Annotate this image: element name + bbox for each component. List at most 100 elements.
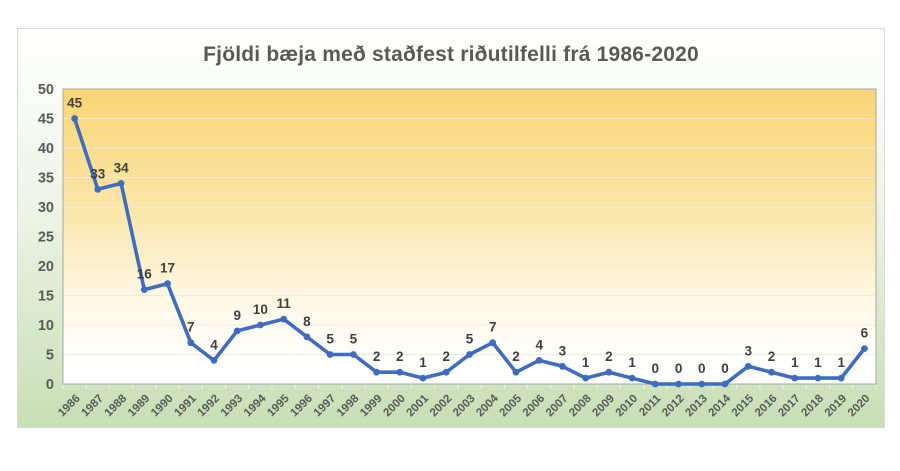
data-label: 33 bbox=[90, 166, 106, 181]
data-point-marker bbox=[210, 357, 218, 364]
y-axis-tick-label: 10 bbox=[38, 318, 54, 334]
x-axis-tick-label: 1991 bbox=[172, 392, 199, 419]
data-point-marker bbox=[419, 374, 427, 382]
x-axis-tick-label: 1987 bbox=[79, 393, 106, 420]
data-point-marker bbox=[257, 321, 264, 329]
y-axis-tick-label: 25 bbox=[38, 230, 54, 246]
x-axis-tick-label: 1998 bbox=[335, 392, 362, 419]
data-point-marker bbox=[373, 368, 380, 376]
data-label: 2 bbox=[768, 349, 776, 364]
data-point-marker bbox=[605, 368, 613, 376]
data-point-marker bbox=[326, 351, 334, 358]
data-label: 3 bbox=[559, 343, 567, 358]
data-label: 0 bbox=[721, 361, 729, 376]
data-point-marker bbox=[280, 315, 288, 323]
data-label: 0 bbox=[675, 361, 683, 376]
x-axis-tick-label: 1993 bbox=[219, 393, 246, 420]
plot-border bbox=[62, 88, 877, 385]
chart-title: Fjöldi bæja með staðfest riðutilfelli fr… bbox=[203, 43, 699, 66]
data-label: 45 bbox=[67, 96, 83, 111]
y-axis-labels: 0 5 10 15 20 25 30 35 40 45 50 bbox=[38, 82, 54, 393]
y-axis-tick-label: 45 bbox=[38, 112, 54, 128]
y-axis-tick-label: 5 bbox=[46, 348, 54, 364]
x-axis-tick-label: 2015 bbox=[730, 392, 757, 419]
x-axis-tick-label: 2008 bbox=[567, 392, 594, 419]
x-axis-ticks bbox=[62, 385, 877, 389]
data-label: 16 bbox=[137, 267, 153, 282]
data-label: 11 bbox=[277, 296, 292, 311]
x-axis-tick-label: 2014 bbox=[707, 392, 734, 419]
data-point-marker bbox=[396, 368, 404, 376]
x-axis-tick-label: 2010 bbox=[614, 393, 641, 420]
data-label: 4 bbox=[535, 337, 543, 352]
data-label: 4 bbox=[210, 337, 218, 352]
data-label: 7 bbox=[489, 320, 497, 335]
data-label: 5 bbox=[350, 332, 358, 347]
data-point-markers bbox=[71, 115, 868, 388]
data-point-marker bbox=[744, 362, 752, 370]
x-axis-tick-label: 1990 bbox=[149, 393, 176, 420]
data-point-marker bbox=[512, 368, 520, 376]
data-point-marker bbox=[489, 339, 497, 347]
x-axis-tick-label: 2000 bbox=[381, 393, 408, 420]
y-axis-tick-label: 15 bbox=[38, 289, 54, 305]
data-label: 1 bbox=[419, 355, 427, 370]
data-point-marker bbox=[164, 280, 171, 288]
data-label: 1 bbox=[837, 355, 845, 370]
y-axis-tick-label: 35 bbox=[38, 171, 54, 187]
data-point-marker bbox=[651, 380, 659, 388]
y-axis-tick-label: 40 bbox=[38, 141, 54, 157]
data-point-marker bbox=[466, 351, 473, 358]
x-axis-tick-label: 2001 bbox=[405, 392, 432, 419]
data-point-marker bbox=[582, 374, 589, 382]
y-axis-tick-label: 20 bbox=[38, 259, 54, 275]
data-point-marker bbox=[303, 333, 311, 341]
data-point-marker bbox=[791, 374, 799, 382]
x-axis-tick-label: 2011 bbox=[637, 392, 664, 419]
data-label: 34 bbox=[114, 160, 130, 175]
x-axis-tick-label: 1989 bbox=[126, 393, 153, 420]
x-axis-tick-label: 2016 bbox=[753, 393, 780, 420]
data-label: 2 bbox=[512, 349, 520, 364]
x-axis-tick-label: 1999 bbox=[358, 393, 385, 420]
x-axis-tick-label: 2009 bbox=[590, 393, 617, 420]
y-axis-tick-label: 0 bbox=[46, 377, 54, 393]
data-label: 3 bbox=[744, 343, 752, 358]
data-point-marker bbox=[94, 185, 102, 193]
x-axis-tick-label: 2013 bbox=[683, 393, 710, 420]
data-label: 7 bbox=[187, 320, 195, 335]
x-axis-tick-label: 2018 bbox=[799, 392, 826, 419]
data-label: 8 bbox=[303, 314, 311, 329]
data-label: 17 bbox=[160, 261, 175, 276]
chart-frame: 45 33 34 16 17 7 4 9 10 11 8 5 5 2 2 1 2 5 7 2 4 3 1 2 1 0 0 0 0 3 2 1 1… bbox=[17, 28, 885, 428]
data-point-marker bbox=[837, 374, 845, 382]
data-label: 1 bbox=[628, 355, 636, 370]
x-axis-tick-label: 2003 bbox=[451, 393, 478, 420]
data-label: 10 bbox=[253, 302, 268, 317]
x-axis-tick-label: 1995 bbox=[265, 392, 292, 419]
x-axis-tick-label: 2005 bbox=[498, 392, 525, 419]
data-point-marker bbox=[628, 374, 636, 382]
x-axis-tick-label: 2020 bbox=[846, 393, 873, 420]
data-point-marker bbox=[814, 374, 822, 382]
data-label: 1 bbox=[791, 355, 799, 370]
data-label: 2 bbox=[605, 349, 613, 364]
x-axis-tick-label: 1992 bbox=[196, 393, 223, 420]
data-label: 0 bbox=[652, 361, 660, 376]
data-point-marker bbox=[350, 351, 357, 358]
x-axis-labels: 1986198719881989199019911992199319941995… bbox=[56, 392, 872, 419]
data-label: 1 bbox=[814, 355, 822, 370]
data-label: 2 bbox=[373, 349, 381, 364]
x-axis-tick-label: 2012 bbox=[660, 393, 687, 420]
y-axis-tick-label: 50 bbox=[38, 82, 54, 98]
x-axis-tick-label: 1997 bbox=[312, 393, 339, 420]
x-axis-tick-label: 2006 bbox=[521, 393, 548, 420]
x-axis-tick-label: 2007 bbox=[544, 393, 571, 420]
data-point-marker bbox=[559, 362, 566, 370]
data-point-marker bbox=[187, 339, 195, 347]
x-axis-tick-label: 2004 bbox=[474, 392, 501, 419]
data-point-marker bbox=[117, 180, 125, 187]
x-axis-tick-label: 2017 bbox=[776, 393, 803, 420]
data-point-marker bbox=[861, 345, 868, 352]
